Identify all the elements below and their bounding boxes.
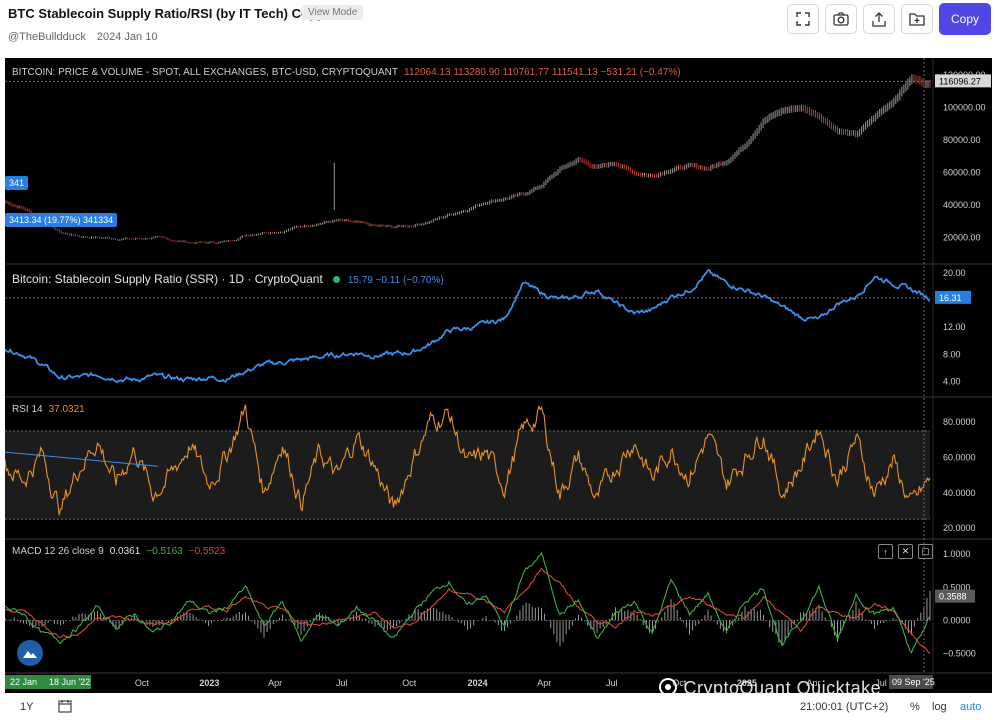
tradingview-logo-badge[interactable]: [17, 640, 43, 666]
rsi-pane-title: RSI 14: [12, 404, 43, 415]
price-pane-title: BITCOIN: PRICE & VOLUME - SPOT, ALL EXCH…: [12, 67, 399, 78]
range-1y-button[interactable]: 1Y: [20, 701, 34, 713]
macd-line: [5, 551, 931, 654]
screenshot-button[interactable]: [825, 4, 857, 34]
price-pane-label: BITCOIN: PRICE & VOLUME - SPOT, ALL EXCH…: [12, 67, 681, 78]
view-mode-badge: View Mode: [302, 5, 364, 20]
y-tick-label: 80000.00: [943, 135, 981, 145]
x-tick-label: Oct: [135, 678, 150, 688]
publish-date: 2024 Jan 10: [96, 31, 158, 43]
fullscreen-icon: [796, 12, 810, 26]
y-tick-label: 20.00: [943, 268, 966, 278]
chart-area[interactable]: 120000.00100000.0080000.0060000.0040000.…: [5, 58, 992, 693]
rsi-value: 37.0321: [48, 404, 85, 415]
x-tick-label: 2023: [199, 678, 219, 688]
macd-pane-label: MACD 12 26 close 9 0.0361 −0.5163 −0.5523: [12, 546, 225, 557]
price-ohlc: 112064.13 113280.90 110761.77 111541.13 …: [404, 67, 681, 78]
y-tick-label: 80.0000: [943, 417, 976, 427]
end-date-label: 09 Sep '25: [892, 677, 935, 687]
chart-header: BTC Stablecoin Supply Ratio/RSI (by IT T…: [0, 0, 998, 56]
y-tick-label: 40000.00: [943, 200, 981, 210]
macd-histogram-value: −0.5523: [188, 546, 226, 557]
y-tick-label: −0.5000: [943, 648, 976, 658]
x-tick-label: Jul: [606, 678, 618, 688]
price-last-value: 116096.27: [939, 76, 981, 86]
close-icon: ✕: [901, 546, 910, 556]
maximize-icon: ▢: [921, 546, 930, 556]
price-last-badge: [935, 74, 991, 88]
add-folder-icon: [909, 13, 925, 26]
pane-move-up-button[interactable]: ↑: [878, 544, 893, 559]
macd-pane-title: MACD 12 26 close 9: [12, 546, 104, 557]
y-tick-label: 1.0000: [943, 549, 971, 559]
x-tick-label: Apr: [537, 678, 551, 688]
macd-signal-value: −0.5163: [146, 546, 183, 557]
cursor-date-label: 18 Jun '22: [49, 677, 90, 687]
log-scale-toggle[interactable]: log: [932, 701, 947, 713]
copy-button[interactable]: Copy: [939, 3, 991, 35]
watermark-text: CryptoQuant Quicktake: [683, 678, 882, 698]
rsi-line: [5, 404, 931, 516]
price-left-readout-bottom: 3413.34 (19.77%) 341334: [5, 213, 118, 227]
y-tick-label: 60000.00: [943, 168, 981, 178]
rsi-pane-label: RSI 14 37.0321: [12, 404, 85, 415]
y-tick-label: 100000.00: [943, 103, 986, 113]
x-tick-label: Jul: [875, 678, 887, 688]
date-range-button[interactable]: [58, 699, 72, 716]
cursor-date-badge: [45, 675, 91, 689]
start-date-label: 22 Jan: [10, 677, 37, 687]
percent-scale-toggle[interactable]: %: [910, 701, 920, 713]
logo-mountain-icon: [23, 651, 37, 658]
y-tick-label: 60.0000: [943, 452, 976, 462]
x-tick-label: Apr: [806, 678, 820, 688]
y-tick-label: 4.00: [943, 376, 961, 386]
x-tick-label: Jul: [336, 678, 348, 688]
share-button[interactable]: [863, 4, 895, 34]
chart-canvas[interactable]: 120000.00100000.0080000.0060000.0040000.…: [5, 58, 992, 693]
y-tick-label: 0.0000: [943, 615, 971, 625]
share-icon: [872, 11, 886, 27]
x-tick-label: 2024: [468, 678, 488, 688]
chart-footer: 1Y 21:00:01 (UTC+2) % log auto: [0, 694, 998, 720]
pane-close-button[interactable]: ✕: [898, 544, 913, 559]
y-tick-label: 0.5000: [943, 582, 971, 592]
ssr-pane-label: Bitcoin: Stablecoin Supply Ratio (SSR) ·…: [12, 272, 444, 286]
y-tick-label: 8.00: [943, 349, 961, 359]
macd-last-badge: [935, 589, 975, 603]
x-tick-label: Oct: [672, 678, 687, 688]
y-tick-label: 40.0000: [943, 488, 976, 498]
macd-signal-line: [5, 567, 931, 654]
x-tick-label: 2025: [737, 678, 757, 688]
x-tick-label: Apr: [268, 678, 282, 688]
chart-title: BTC Stablecoin Supply Ratio/RSI (by IT T…: [8, 6, 325, 21]
y-tick-label: 12.00: [943, 322, 966, 332]
x-tick-label: Oct: [402, 678, 417, 688]
rsi-trendline: [5, 451, 158, 467]
end-date-badge: [889, 675, 933, 689]
y-tick-label: 20.0000: [943, 523, 976, 533]
start-date-badge: [5, 675, 45, 689]
timezone-clock[interactable]: 21:00:01 (UTC+2): [800, 701, 889, 713]
add-to-folder-button[interactable]: [901, 4, 933, 34]
calendar-range-icon: [58, 700, 72, 713]
y-tick-label: 20000.00: [943, 233, 981, 243]
macd-value: 0.0361: [109, 546, 141, 557]
auto-scale-toggle[interactable]: auto: [960, 701, 982, 713]
live-status-dot: [332, 276, 340, 284]
ssr-pane-title: Bitcoin: Stablecoin Supply Ratio (SSR) ·…: [12, 272, 323, 286]
author-line: @TheBulldduck 2024 Jan 10: [8, 31, 165, 43]
camera-icon: [833, 12, 849, 26]
rsi-band: [5, 430, 930, 520]
author-name[interactable]: @TheBulldduck: [8, 31, 86, 43]
ssr-values: 15.79 −0.11 (−0.70%): [347, 275, 444, 286]
ssr-last-badge: [935, 290, 971, 304]
ssr-last-value: 16.31: [939, 293, 962, 303]
ssr-line: [5, 268, 931, 384]
price-left-readout-top: 341: [5, 176, 29, 190]
pane-maximize-button[interactable]: ▢: [918, 544, 933, 559]
macd-last-value: 0.3588: [939, 592, 967, 602]
fullscreen-button[interactable]: [787, 4, 819, 34]
arrow-up-icon: ↑: [883, 546, 888, 557]
